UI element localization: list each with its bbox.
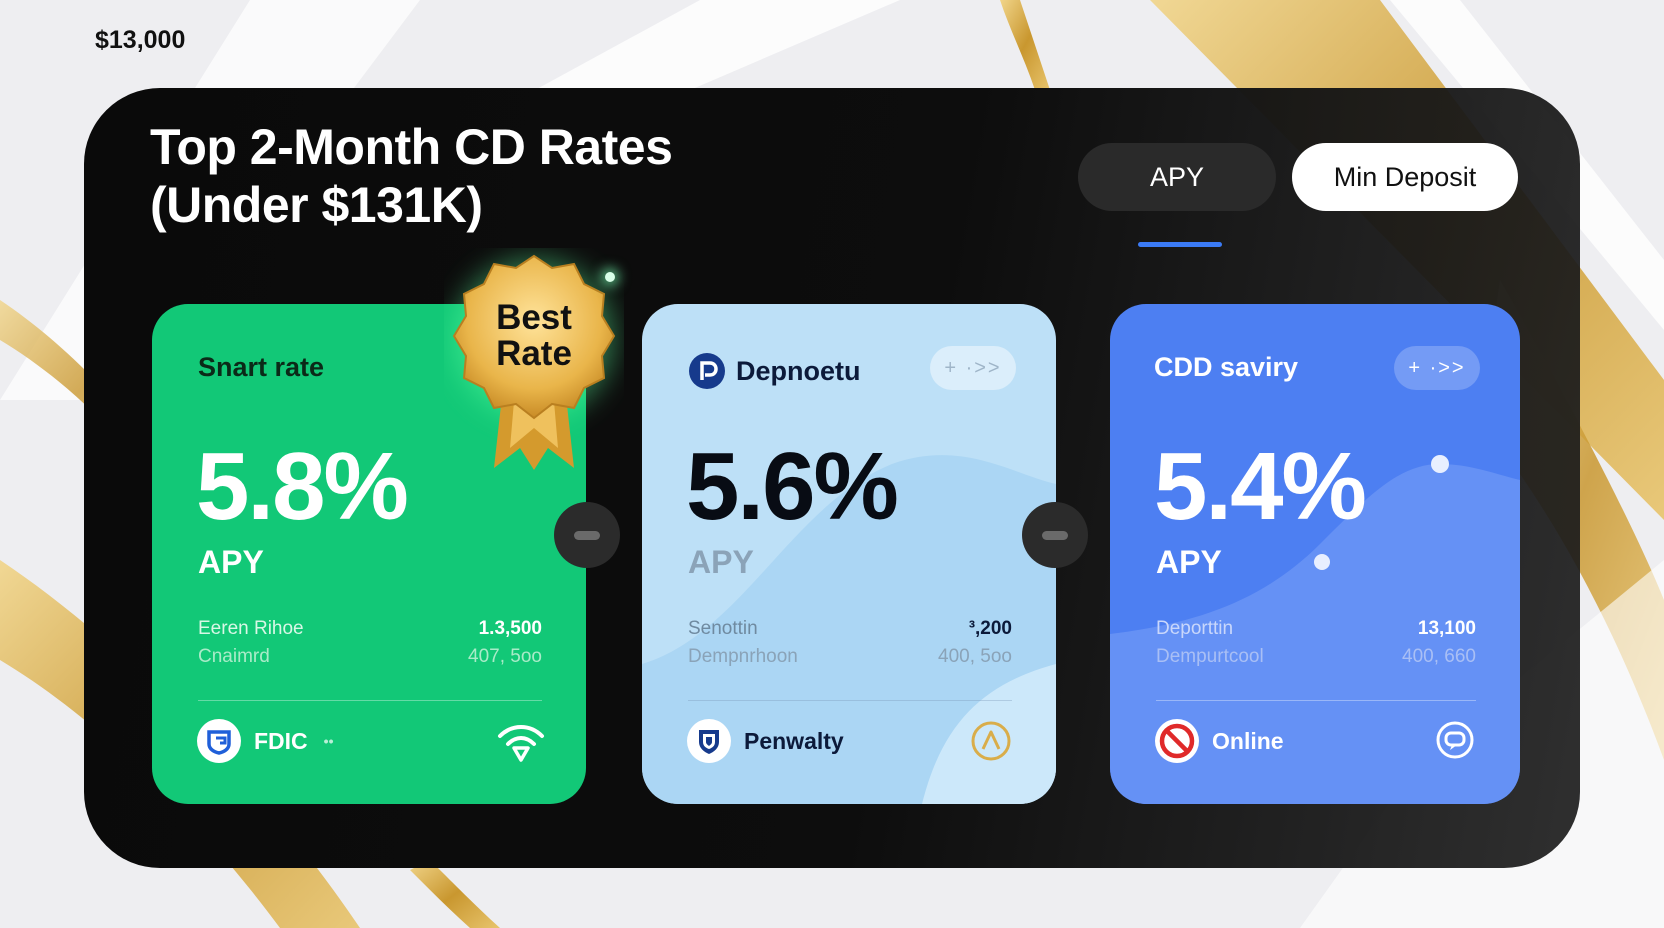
footer-label: Penwalty <box>744 727 844 754</box>
detail-value: ³,200 <box>968 618 1012 639</box>
badge-line2: Rate <box>496 334 572 373</box>
card-detail-row: Senottin ³,200 <box>688 618 1012 640</box>
detail-label: Deporttin <box>1156 618 1234 639</box>
card-divider <box>198 700 542 701</box>
dots-icon: •• <box>323 733 334 749</box>
page-title: Top 2-Month CD Rates (Under $131K) <box>150 118 850 234</box>
card-detail-row: Cnaimrd 407, 5oo <box>198 646 542 668</box>
card-rate: 5.8% <box>196 433 409 540</box>
compare-connector-1[interactable] <box>554 502 620 568</box>
card-footer: Penwalty <box>686 718 844 764</box>
compare-connector-2[interactable] <box>1022 502 1088 568</box>
top-amount-label: $13,000 <box>95 26 186 54</box>
fdic-shield-icon <box>197 719 241 763</box>
detail-label: Senottin <box>688 618 758 639</box>
card-divider <box>688 700 1012 701</box>
expand-button[interactable]: + ·>> <box>1394 346 1480 390</box>
card-name-text: Depnoetu <box>736 355 861 386</box>
detail-value: 407, 5oo <box>468 646 542 667</box>
card-apy-label: APY <box>688 544 754 580</box>
card-rate: 5.6% <box>686 433 899 540</box>
page-title-line2: (Under $131K) <box>150 177 483 233</box>
detail-label: Dempnrhoon <box>688 646 798 667</box>
card-detail-row: Eeren Rihoe 1.3,500 <box>198 618 542 640</box>
tab-apy[interactable]: APY <box>1078 143 1276 211</box>
cd-card-cdd-saviry[interactable]: CDD saviry + ·>> 5.4% APY Deporttin 13,1… <box>1110 304 1520 804</box>
card-footer: FDIC •• <box>196 718 333 764</box>
detail-label: Eeren Rihoe <box>198 618 304 639</box>
tab-min-deposit[interactable]: Min Deposit <box>1292 143 1518 211</box>
detail-label: Dempurtcool <box>1156 646 1264 667</box>
badge-line1: Best <box>496 298 572 337</box>
alert-triangle-icon[interactable] <box>966 718 1016 764</box>
detail-value: 400, 5oo <box>938 646 1012 667</box>
best-rate-badge-icon <box>452 254 616 470</box>
detail-value: 400, 660 <box>1402 646 1476 667</box>
card-divider <box>1156 700 1476 701</box>
card-apy-label: APY <box>198 544 264 580</box>
detail-label: Cnaimrd <box>198 646 270 667</box>
card-detail-row: Dempnrhoon 400, 5oo <box>688 646 1012 668</box>
sparkle-icon <box>605 272 615 282</box>
chat-icon[interactable] <box>1430 718 1480 764</box>
card-name: Snart rate <box>198 352 325 382</box>
signal-icon[interactable] <box>496 718 546 764</box>
prohibited-icon <box>1155 719 1199 763</box>
card-rate: 5.4% <box>1154 433 1367 540</box>
cd-rates-panel: Top 2-Month CD Rates (Under $131K) APY M… <box>84 88 1580 868</box>
footer-label: FDIC <box>254 727 308 754</box>
active-tab-indicator <box>1138 242 1222 247</box>
shield-icon <box>687 719 731 763</box>
detail-value: 13,100 <box>1417 618 1476 639</box>
p-logo-icon <box>689 353 725 389</box>
expand-button[interactable]: + ·>> <box>930 346 1016 390</box>
best-rate-badge-text: Best Rate <box>444 300 624 372</box>
card-detail-row: Deporttin 13,100 <box>1156 618 1476 640</box>
card-name: Depnoetu <box>688 352 861 390</box>
card-chart-art <box>1110 455 1520 804</box>
card-footer: Online <box>1154 718 1284 764</box>
card-detail-row: Dempurtcool 400, 660 <box>1156 646 1476 668</box>
card-apy-label: APY <box>1156 544 1222 580</box>
cd-card-depnoetu[interactable]: Depnoetu + ·>> 5.6% APY Senottin ³,200 D… <box>642 304 1056 804</box>
footer-label: Online <box>1212 727 1284 754</box>
card-name: CDD saviry <box>1154 352 1299 382</box>
page-title-line1: Top 2-Month CD Rates <box>150 119 673 175</box>
detail-value: 1.3,500 <box>478 618 542 639</box>
